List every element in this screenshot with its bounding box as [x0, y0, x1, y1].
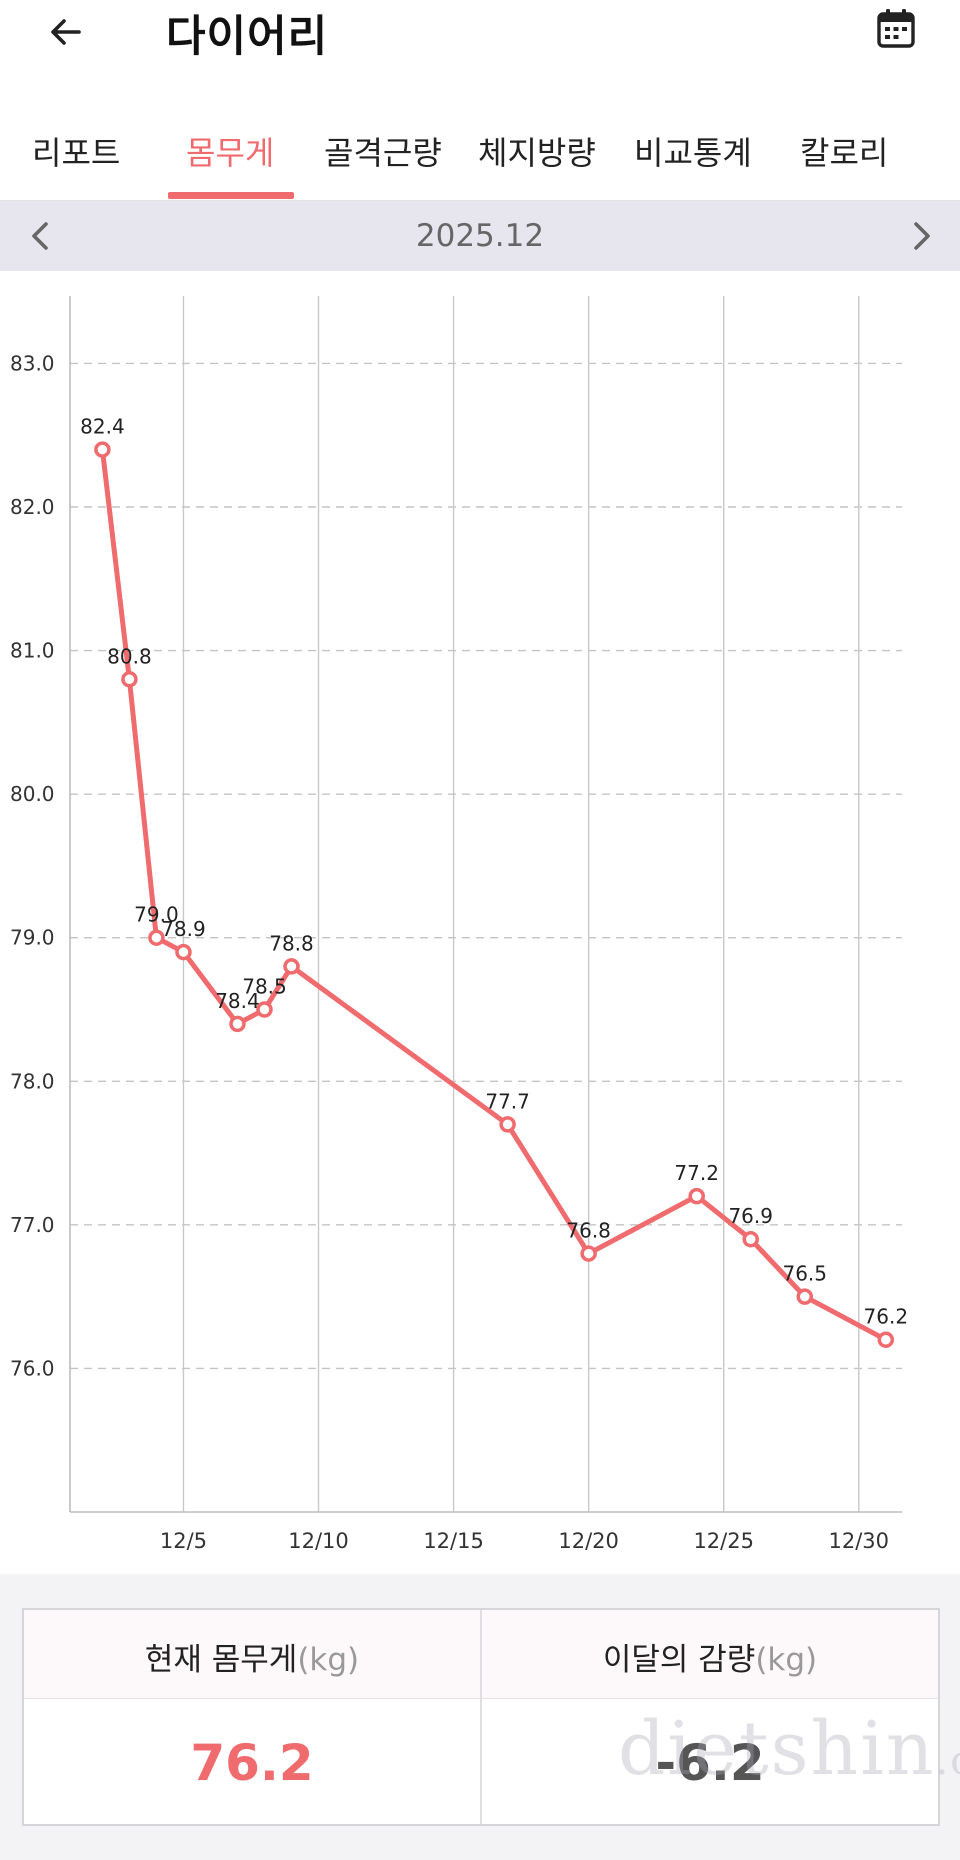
- summary-table: 현재 몸무게(kg) 이달의 감량(kg) 76.2 -6.2: [22, 1608, 940, 1826]
- data-label: 82.4: [80, 415, 125, 439]
- calendar-button[interactable]: [866, 0, 926, 56]
- y-tick-label: 80.0: [10, 782, 55, 806]
- active-tab-indicator: [168, 192, 294, 199]
- summary-divider: [480, 1610, 482, 1824]
- y-tick-label: 82.0: [10, 495, 55, 519]
- watermark: dietshin.com: [618, 1706, 960, 1792]
- month-label: 2025.12: [415, 218, 545, 254]
- data-point: [121, 671, 138, 688]
- chevron-right-icon: [914, 222, 930, 250]
- data-point: [877, 1331, 895, 1348]
- tab-compare[interactable]: 비교통계: [634, 134, 752, 172]
- monthly-loss-unit: (kg): [755, 1642, 818, 1678]
- weight-line-chart: 76.0 77.0 78.0 79.0 80.0 81.0 82.0 83.0 12/5 12/1…: [10, 296, 909, 1553]
- back-button[interactable]: [36, 4, 96, 60]
- data-point: [229, 1015, 246, 1033]
- current-weight-unit: (kg): [297, 1642, 360, 1678]
- next-month-button[interactable]: [900, 213, 944, 259]
- data-label: 79.0: [134, 903, 179, 927]
- x-tick-label: 12/15: [423, 1529, 484, 1553]
- tab-calorie[interactable]: 칼로리: [800, 134, 889, 172]
- data-label: 76.8: [566, 1219, 611, 1243]
- weight-chart: 76.0 77.0 78.0 79.0 80.0 81.0 82.0 83.0 12/5 12/1…: [0, 290, 960, 1570]
- data-point: [499, 1116, 516, 1133]
- tab-muscle[interactable]: 골격근량: [324, 134, 442, 172]
- arrow-left-icon: [51, 19, 81, 45]
- y-tick-label: 83.0: [10, 351, 55, 375]
- data-point: [256, 1001, 273, 1018]
- x-tick-label: 12/30: [829, 1529, 890, 1553]
- x-tick-label: 12/5: [160, 1529, 207, 1553]
- tab-report[interactable]: 리포트: [32, 134, 121, 172]
- data-label: 80.8: [107, 644, 152, 668]
- y-tick-label: 79.0: [10, 926, 55, 950]
- monthly-loss-header: 이달의 감량(kg): [482, 1634, 938, 1679]
- app-header: 다이어리: [0, 0, 960, 100]
- y-tick-label: 78.0: [10, 1069, 55, 1093]
- data-point: [175, 943, 192, 961]
- data-label: 76.2: [864, 1305, 909, 1329]
- data-label: 78.8: [269, 931, 314, 955]
- current-weight-value: 76.2: [190, 1734, 314, 1792]
- month-nav: 2025.12: [0, 201, 960, 271]
- watermark-text: dietshin: [618, 1706, 936, 1792]
- data-point: [148, 929, 165, 946]
- tab-bar: 리포트 몸무게 골격근량 체지방량 비교통계 칼로리: [0, 100, 960, 201]
- data-label: 78.5: [242, 975, 287, 999]
- data-label: 77.7: [485, 1089, 530, 1113]
- data-point: [796, 1288, 814, 1305]
- current-weight-label: 현재 몸무게: [144, 1642, 298, 1678]
- data-label: 76.9: [728, 1204, 773, 1228]
- monthly-loss-label: 이달의 감량: [602, 1642, 756, 1678]
- x-tick-label: 12/20: [558, 1529, 619, 1553]
- tab-weight[interactable]: 몸무게: [186, 134, 275, 172]
- y-tick-label: 76.0: [10, 1356, 55, 1380]
- x-tick-label: 12/10: [288, 1529, 349, 1553]
- current-weight-header: 현재 몸무게(kg): [24, 1634, 480, 1679]
- y-tick-label: 77.0: [10, 1213, 55, 1237]
- x-tick-label: 12/25: [693, 1529, 754, 1553]
- calendar-icon: [877, 9, 915, 48]
- page-title: 다이어리: [166, 12, 329, 62]
- data-point: [580, 1245, 597, 1262]
- data-label: 77.2: [674, 1161, 719, 1185]
- watermark-suffix: .com: [935, 1738, 960, 1784]
- monthly-loss-value: -6.2: [655, 1734, 765, 1792]
- data-point: [742, 1230, 759, 1248]
- data-label: 78.9: [161, 917, 206, 941]
- data-point: [94, 441, 111, 458]
- chevron-left-icon: [32, 222, 48, 250]
- data-label: 76.5: [782, 1262, 827, 1286]
- data-point: [688, 1187, 705, 1205]
- y-tick-label: 81.0: [10, 639, 55, 663]
- data-label: 78.4: [215, 989, 260, 1013]
- prev-month-button[interactable]: [18, 213, 62, 259]
- data-point: [283, 958, 300, 975]
- tab-body-fat[interactable]: 체지방량: [478, 134, 596, 172]
